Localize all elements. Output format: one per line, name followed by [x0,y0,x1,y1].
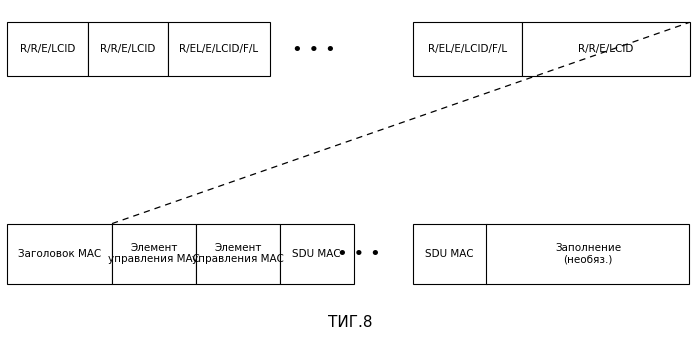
Text: Заполнение
(необяз.): Заполнение (необяз.) [555,243,621,265]
Text: R/R/E/LCID: R/R/E/LCID [578,44,634,54]
Bar [280,224,354,284]
Bar [88,22,168,76]
Text: R/R/E/LCID: R/R/E/LCID [20,44,75,54]
Bar [413,224,486,284]
Text: R/EL/E/LCID/F/L: R/EL/E/LCID/F/L [428,44,507,54]
Bar [168,22,270,76]
Text: R/R/E/LCID: R/R/E/LCID [100,44,155,54]
Text: ΤИГ.8: ΤИГ.8 [328,315,372,330]
Text: Элемент
управления MAC: Элемент управления MAC [108,243,200,265]
Bar [486,224,690,284]
Text: Заголовок MAC: Заголовок MAC [18,249,101,259]
Text: SDU MAC: SDU MAC [426,249,474,259]
Bar [413,22,522,76]
Text: Элемент
управления MAC: Элемент управления MAC [192,243,284,265]
Text: SDU MAC: SDU MAC [293,249,341,259]
Bar [522,22,690,76]
Bar [112,224,196,284]
Text: • • •: • • • [292,41,335,58]
Bar [7,22,88,76]
Text: R/EL/E/LCID/F/L: R/EL/E/LCID/F/L [179,44,258,54]
Bar [7,224,112,284]
Bar [196,224,280,284]
Text: • • •: • • • [337,245,381,262]
